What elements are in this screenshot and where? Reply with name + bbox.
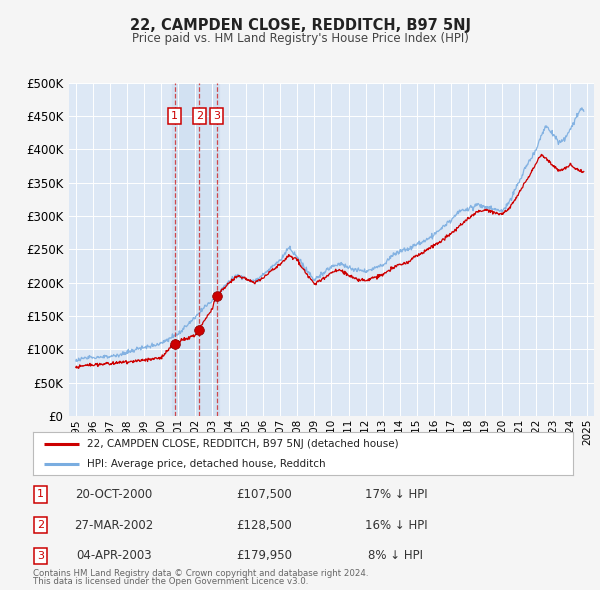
Text: 16% ↓ HPI: 16% ↓ HPI (365, 519, 427, 532)
Text: £128,500: £128,500 (236, 519, 292, 532)
Text: Price paid vs. HM Land Registry's House Price Index (HPI): Price paid vs. HM Land Registry's House … (131, 32, 469, 45)
Text: Contains HM Land Registry data © Crown copyright and database right 2024.: Contains HM Land Registry data © Crown c… (33, 569, 368, 578)
Text: 3: 3 (213, 111, 220, 121)
Text: 27-MAR-2002: 27-MAR-2002 (74, 519, 154, 532)
Text: 8% ↓ HPI: 8% ↓ HPI (368, 549, 424, 562)
Text: 04-APR-2003: 04-APR-2003 (76, 549, 152, 562)
Text: 22, CAMPDEN CLOSE, REDDITCH, B97 5NJ (detached house): 22, CAMPDEN CLOSE, REDDITCH, B97 5NJ (de… (87, 439, 398, 449)
Text: £179,950: £179,950 (236, 549, 292, 562)
Text: HPI: Average price, detached house, Redditch: HPI: Average price, detached house, Redd… (87, 460, 326, 469)
Text: 2: 2 (37, 520, 44, 530)
Text: 17% ↓ HPI: 17% ↓ HPI (365, 488, 427, 501)
Text: £107,500: £107,500 (236, 488, 292, 501)
Text: 22, CAMPDEN CLOSE, REDDITCH, B97 5NJ: 22, CAMPDEN CLOSE, REDDITCH, B97 5NJ (130, 18, 470, 32)
Text: This data is licensed under the Open Government Licence v3.0.: This data is licensed under the Open Gov… (33, 578, 308, 586)
Text: 2: 2 (196, 111, 203, 121)
Text: 1: 1 (37, 490, 44, 499)
Text: 20-OCT-2000: 20-OCT-2000 (76, 488, 152, 501)
Bar (172, 83, 219, 416)
Text: 3: 3 (37, 551, 44, 560)
Text: 1: 1 (171, 111, 178, 121)
